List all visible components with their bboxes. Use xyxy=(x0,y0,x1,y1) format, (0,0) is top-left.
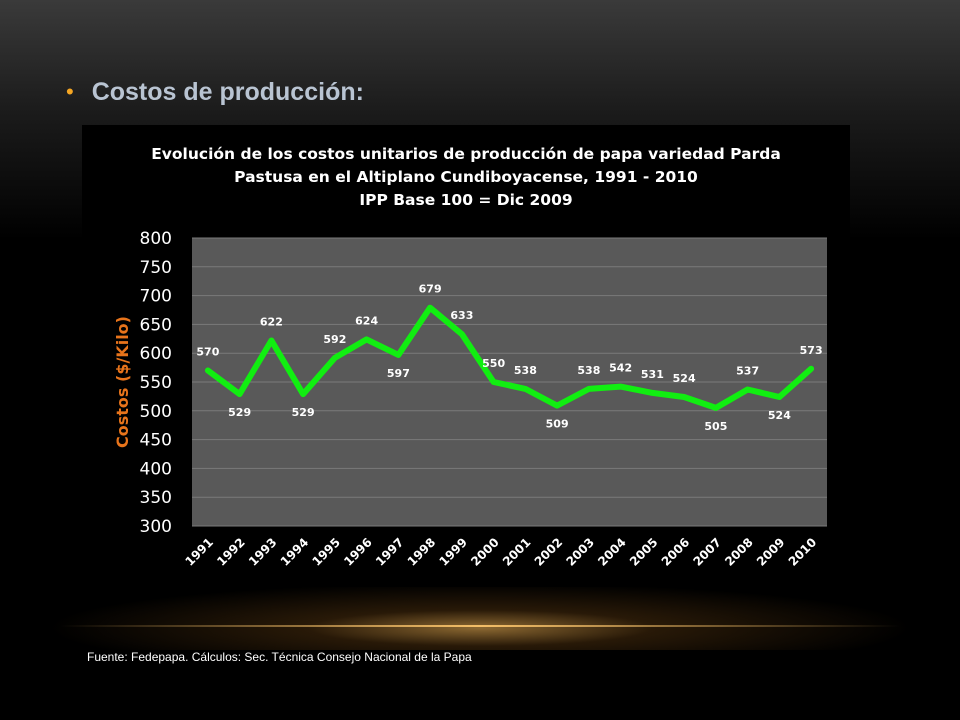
y-tick-label: 650 xyxy=(140,315,172,335)
data-label: 550 xyxy=(482,357,505,370)
bullet-icon: • xyxy=(66,79,74,104)
x-tick-label: 2005 xyxy=(627,535,661,569)
x-tick-label: 2008 xyxy=(722,535,756,569)
x-tick-label: 2009 xyxy=(754,535,788,569)
y-tick-label: 600 xyxy=(140,344,172,364)
x-tick-label: 1999 xyxy=(436,535,470,569)
data-point xyxy=(713,405,718,410)
data-label: 633 xyxy=(450,309,473,322)
data-label: 531 xyxy=(641,368,664,381)
data-point xyxy=(459,332,464,337)
y-tick-label: 700 xyxy=(140,287,172,307)
data-label: 529 xyxy=(292,406,315,419)
data-point xyxy=(205,368,210,373)
data-label: 509 xyxy=(546,418,569,431)
x-tick-label: 1992 xyxy=(214,535,248,569)
x-tick-label: 1991 xyxy=(182,535,216,569)
data-point xyxy=(237,392,242,397)
data-label: 679 xyxy=(419,283,442,296)
data-label: 538 xyxy=(577,364,600,377)
data-label: 573 xyxy=(800,344,823,357)
chart-title-line-2: Pastusa en el Altiplano Cundiboyacense, … xyxy=(234,168,698,186)
x-tick-label: 1995 xyxy=(309,535,343,569)
y-tick-label: 400 xyxy=(140,459,172,479)
x-tick-label: 1998 xyxy=(405,535,439,569)
x-tick-label: 1996 xyxy=(341,535,375,569)
source-note: Fuente: Fedepapa. Cálculos: Sec. Técnica… xyxy=(87,650,472,664)
y-tick-label: 450 xyxy=(140,431,172,451)
data-point xyxy=(491,380,496,384)
data-label: 538 xyxy=(514,364,537,377)
chart-title-line-3: IPP Base 100 = Dic 2009 xyxy=(359,191,573,209)
slide-heading: • Costos de producción: xyxy=(66,74,364,110)
x-tick-label: 2004 xyxy=(595,535,629,569)
x-tick-label: 2006 xyxy=(659,535,693,569)
chart-container: Evolución de los costos unitarios de pro… xyxy=(82,125,850,587)
chart-title: Evolución de los costos unitarios de pro… xyxy=(82,143,850,212)
data-point xyxy=(682,394,687,399)
data-point xyxy=(618,384,623,389)
data-label: 542 xyxy=(609,362,632,375)
y-tick-label: 300 xyxy=(140,517,172,537)
data-label: 529 xyxy=(228,406,251,419)
data-label: 524 xyxy=(768,409,791,422)
y-tick-label: 750 xyxy=(140,258,172,278)
y-axis-label: Costos ($/Kilo) xyxy=(113,316,132,448)
y-tick-label: 500 xyxy=(140,402,172,422)
data-point xyxy=(332,355,337,360)
y-tick-label: 550 xyxy=(140,373,172,393)
x-tick-label: 2010 xyxy=(786,535,820,569)
x-tick-label: 1994 xyxy=(278,535,312,569)
x-tick-label: 2007 xyxy=(690,535,724,569)
data-label: 524 xyxy=(673,372,696,385)
data-label: 597 xyxy=(387,367,410,380)
chart-title-line-1: Evolución de los costos unitarios de pro… xyxy=(151,145,781,163)
data-label: 570 xyxy=(196,345,219,358)
x-tick-label: 1993 xyxy=(246,535,280,569)
x-tick-label: 2002 xyxy=(532,535,566,569)
line-chart: 300 350 400 450 500 550 600 650 700 750 800 Costos … xyxy=(113,229,827,569)
data-label: 622 xyxy=(260,316,283,329)
data-point xyxy=(555,403,560,408)
decorative-glow-line xyxy=(60,625,900,627)
data-point xyxy=(586,386,591,391)
series-line xyxy=(204,304,815,411)
data-point xyxy=(428,305,433,310)
data-point xyxy=(364,337,369,342)
data-label: 537 xyxy=(736,364,759,377)
data-label: 592 xyxy=(323,333,346,346)
data-point xyxy=(396,352,401,357)
x-tick-label: 1997 xyxy=(373,535,407,569)
data-point xyxy=(523,386,528,391)
slide-title: Costos de producción: xyxy=(91,77,364,106)
x-tick-label: 2003 xyxy=(563,535,597,569)
data-label: 624 xyxy=(355,314,378,327)
x-tick-label: 2000 xyxy=(468,535,502,569)
data-label: 505 xyxy=(704,420,727,433)
data-point xyxy=(269,338,274,343)
data-point xyxy=(745,387,750,392)
data-point xyxy=(650,390,655,395)
data-point xyxy=(809,366,814,371)
y-tick-label: 350 xyxy=(140,488,172,508)
data-point xyxy=(777,394,782,399)
x-tick-label: 2001 xyxy=(500,535,534,569)
y-tick-label: 800 xyxy=(140,229,172,249)
data-point xyxy=(301,392,306,397)
